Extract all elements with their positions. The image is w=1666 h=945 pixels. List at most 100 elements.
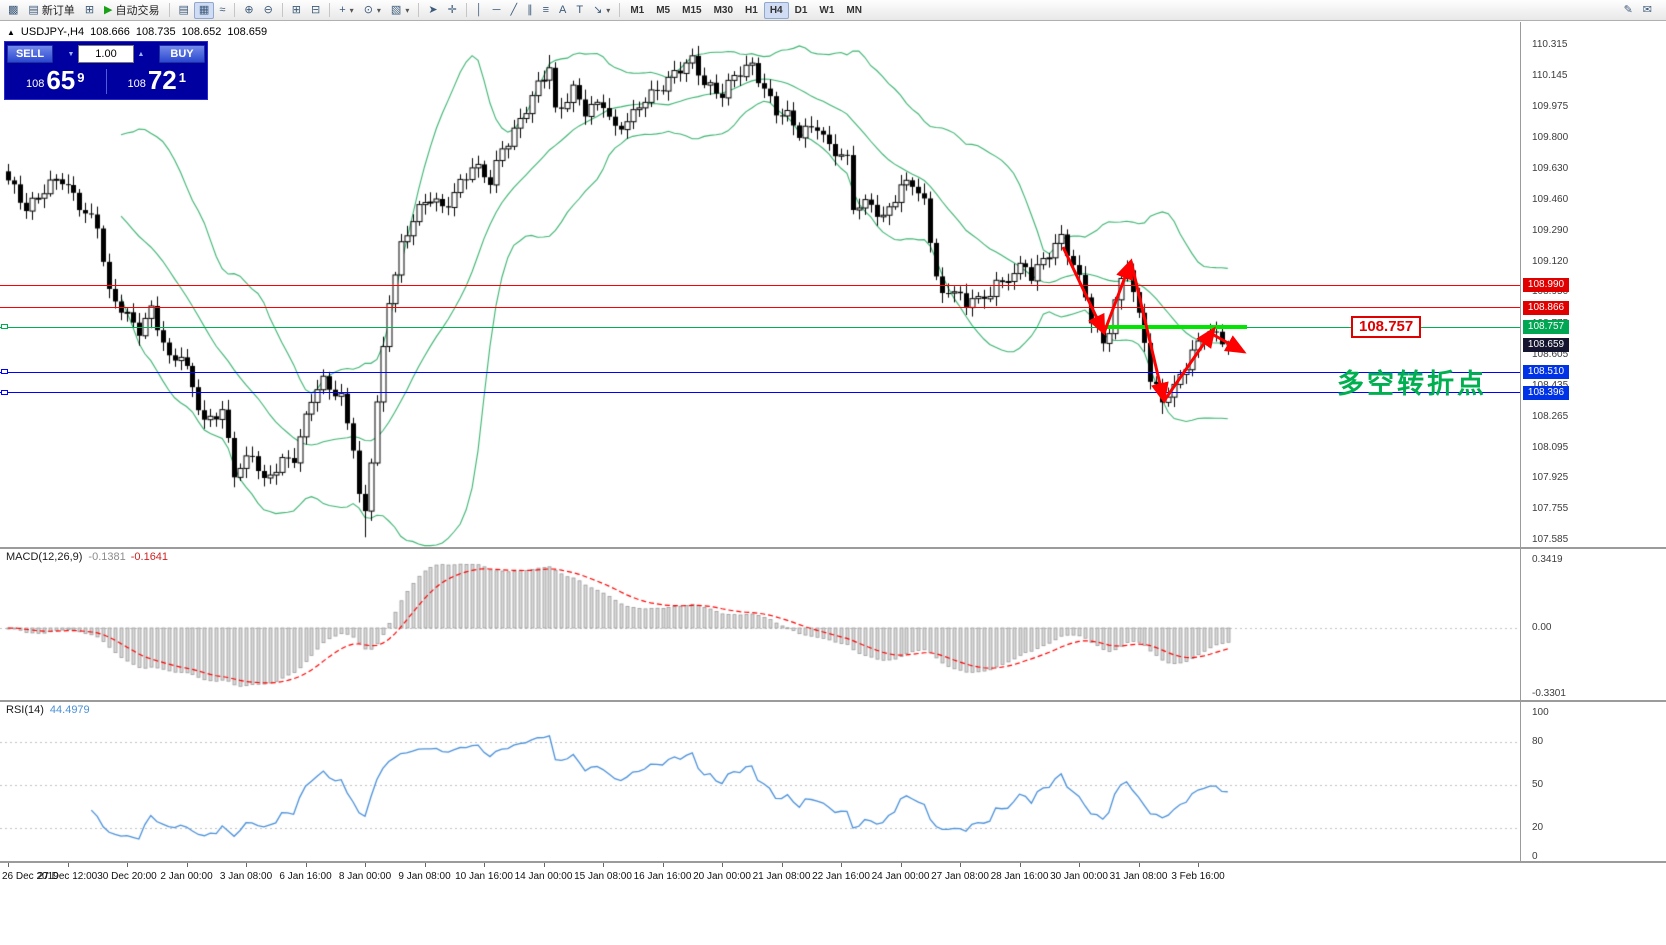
zoom-in-button[interactable]: ⊕ (239, 2, 258, 19)
one-click-collapse-button[interactable]: ▲ (7, 27, 15, 37)
timeframe-m15-button[interactable]: M15 (682, 4, 702, 16)
rsi-panel-canvas[interactable] (0, 702, 1520, 861)
arrows-tool-icon: ↘ (593, 3, 603, 16)
time-axis-label: 22 Jan 16:00 (812, 871, 870, 882)
price-axis[interactable]: 110.315 110.145 109.975 109.800 109.630 109.4… (1521, 0, 1666, 945)
time-axis-label: 9 Jan 08:00 (398, 871, 451, 882)
cascade-windows-button[interactable]: ⊟ (306, 2, 325, 19)
crosshair-button[interactable]: ✛ (443, 2, 462, 19)
price-axis-label: 107.585 (1532, 533, 1569, 545)
price-level-tag: 108.396 (1523, 385, 1569, 400)
timeframe-h4-button[interactable]: H4 (763, 1, 789, 19)
buy-price[interactable]: 108 72 1 (107, 67, 208, 97)
crosshair-icon: ✛ (447, 3, 457, 16)
symbol-header: ▲ USDJPY-,H4 108.666 108.735 108.652 108… (7, 26, 267, 38)
price-axis-label: 108.605 (1532, 349, 1569, 361)
indicators-button[interactable]: + ▾ (334, 2, 358, 19)
edit-note-icon: ✎ (1623, 3, 1633, 16)
price-axis-label: 109.460 (1532, 194, 1569, 206)
line-chart-icon: ≈ (219, 3, 226, 16)
time-axis-tick (603, 863, 604, 867)
macd-main-value: -0.1381 (88, 551, 126, 563)
candlestick-chart-button[interactable]: ▦ (193, 1, 215, 19)
sell-button[interactable]: SELL (7, 45, 53, 63)
time-axis-label: 26 Dec 2019 (2, 871, 59, 882)
rsi-axis-label: 80 (1532, 735, 1544, 747)
bull-bear-turning-point-note[interactable]: 多空转折点 (1337, 369, 1487, 399)
toolbar-separator (234, 3, 236, 17)
volume-input[interactable] (78, 45, 134, 63)
chart-windows-button[interactable]: ⊞ (80, 2, 99, 19)
price-axis-label: 108.265 (1532, 410, 1569, 422)
toolbar-separator (329, 3, 331, 17)
price-axis-label: 110.315 (1532, 38, 1568, 50)
toolbar-separator (281, 3, 283, 17)
trendline-button[interactable]: ╱ (505, 2, 522, 19)
time-axis-label: 31 Jan 08:00 (1109, 871, 1168, 882)
new-order-icon: ▤ (28, 3, 39, 16)
price-axis-label: 109.630 (1532, 163, 1569, 175)
toolbar-right-group: ✎ ✉ (1619, 0, 1657, 20)
time-axis-tick (1019, 863, 1021, 867)
volume-decrease-button[interactable]: ▼ (67, 50, 75, 58)
sell-price-prefix: 108 (25, 77, 45, 90)
cursor-button[interactable]: ➤ (423, 2, 442, 19)
chart-windows-icon: ⊞ (84, 3, 95, 16)
panel-separator[interactable] (0, 547, 1666, 549)
macd-panel-canvas[interactable] (0, 549, 1520, 700)
buy-button[interactable]: BUY (159, 45, 205, 63)
text-button[interactable]: A (554, 2, 571, 19)
objects-button[interactable]: ⊙ ▾ (359, 2, 386, 19)
vertical-line-button[interactable]: │ (471, 2, 488, 19)
arrows-tool-button[interactable]: ↘ ▾ (588, 2, 615, 19)
panel-separator[interactable] (0, 700, 1666, 702)
feedback-button[interactable]: ✉ (1638, 2, 1657, 19)
time-axis-label: 27 Jan 08:00 (931, 871, 989, 882)
zoom-out-button[interactable]: ⊖ (259, 2, 278, 19)
time-axis-label: 30 Jan 00:00 (1050, 871, 1108, 882)
edit-note-button[interactable]: ✎ (1619, 2, 1638, 19)
price-axis-label: 107.925 (1532, 472, 1569, 484)
time-axis[interactable]: 26 Dec 2019 27 Dec 12:00 30 Dec 20:00 2 Jan… (0, 863, 1666, 890)
time-axis-label: 24 Jan 00:00 (871, 871, 930, 882)
rsi-axis-label: 50 (1532, 779, 1544, 790)
timeframe-d1-button[interactable]: D1 (794, 4, 808, 16)
timeframe-mn-button[interactable]: MN (846, 4, 862, 16)
horizontal-line-button[interactable]: ─ (488, 2, 506, 19)
new-order-button[interactable]: ▤ 新订单 (23, 2, 79, 19)
price-callout-label[interactable]: 108.757 (1351, 316, 1422, 338)
new-order-label: 新订单 (41, 5, 75, 17)
price-chart-canvas[interactable] (0, 22, 1520, 547)
timeframe-h1-button[interactable]: H1 (745, 4, 758, 16)
dropdown-caret-icon: ▾ (606, 5, 611, 15)
fibonacci-button[interactable]: ≡ (538, 2, 554, 19)
templates-button[interactable]: ▧ ▾ (386, 2, 414, 19)
time-axis-label: 21 Jan 08:00 (752, 871, 811, 882)
tile-windows-button[interactable]: ⊞ (287, 2, 306, 19)
sell-price-sup: 9 (77, 69, 85, 85)
sell-price[interactable]: 108 65 9 (5, 67, 106, 97)
time-axis-label: 16 Jan 16:00 (633, 871, 692, 882)
line-chart-button[interactable]: ≈ (214, 2, 230, 19)
price-divider (105, 69, 107, 94)
price-axis-separator (1520, 22, 1521, 861)
ohlc-close: 108.659 (227, 26, 268, 38)
rsi-value: 44.4979 (49, 704, 90, 716)
text-label-button[interactable]: T (571, 2, 588, 19)
equidistant-channel-button[interactable]: ∥ (522, 2, 538, 19)
bar-chart-button[interactable]: ▤ (174, 2, 194, 19)
time-axis-tick (305, 863, 307, 867)
volume-control: ▼ ▲ (65, 45, 147, 63)
time-axis-label: 3 Feb 16:00 (1171, 871, 1225, 882)
app-button[interactable]: ▩ (3, 2, 23, 19)
autotrading-button[interactable]: ▶ 自动交易 (99, 2, 164, 19)
time-axis-tick (8, 863, 9, 867)
timeframe-m30-button[interactable]: M30 (713, 4, 734, 16)
time-axis-tick (484, 863, 485, 867)
volume-increase-button[interactable]: ▲ (137, 50, 145, 58)
autotrading-icon: ▶ (104, 3, 113, 16)
timeframe-m5-button[interactable]: M5 (656, 4, 671, 16)
timeframe-m1-button[interactable]: M1 (630, 4, 645, 16)
timeframe-w1-button[interactable]: W1 (819, 4, 835, 16)
time-axis-tick (186, 863, 188, 867)
